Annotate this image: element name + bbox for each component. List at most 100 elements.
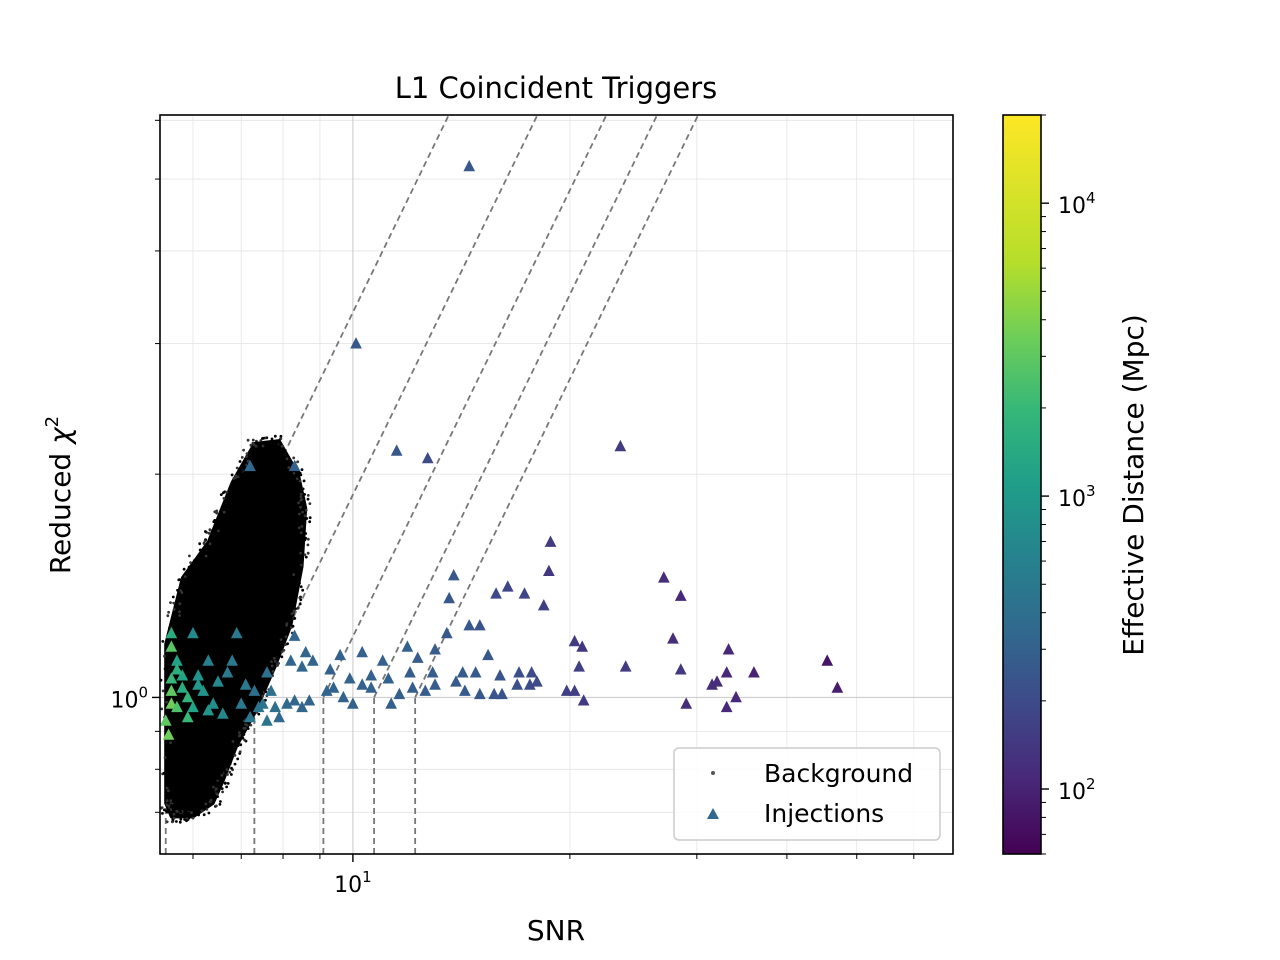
background-point bbox=[295, 474, 299, 478]
injection-marker bbox=[171, 700, 183, 713]
injection-marker bbox=[197, 684, 210, 696]
background-point bbox=[251, 441, 255, 445]
injection-marker bbox=[401, 640, 414, 652]
background-point bbox=[172, 812, 176, 816]
background-point bbox=[297, 526, 301, 530]
injection-marker bbox=[474, 619, 486, 631]
background-point bbox=[244, 723, 248, 726]
background-point bbox=[179, 817, 183, 821]
injection-marker bbox=[543, 564, 555, 576]
injection-marker bbox=[230, 626, 243, 639]
injection-marker bbox=[176, 669, 189, 681]
background-point bbox=[281, 444, 285, 448]
background-point bbox=[305, 517, 309, 520]
injection-marker bbox=[261, 714, 273, 726]
background-point bbox=[260, 691, 264, 695]
background-point bbox=[230, 766, 233, 770]
colorbar-tick-label: 102 bbox=[1058, 775, 1096, 805]
background-point bbox=[198, 542, 202, 546]
background-point bbox=[255, 441, 258, 444]
background-point bbox=[163, 654, 166, 658]
background-point bbox=[299, 498, 303, 502]
background-point bbox=[279, 434, 283, 438]
injection-marker bbox=[490, 587, 502, 599]
background-point bbox=[273, 434, 277, 438]
background-point bbox=[285, 623, 288, 627]
background-point bbox=[162, 808, 166, 812]
injection-marker bbox=[324, 663, 336, 675]
injection-marker bbox=[187, 700, 199, 713]
background-point bbox=[160, 806, 164, 809]
injection-marker bbox=[307, 654, 319, 666]
injection-marker bbox=[165, 640, 178, 652]
background-point bbox=[279, 638, 283, 642]
background-point bbox=[303, 493, 306, 496]
background-point bbox=[179, 810, 183, 814]
background-point bbox=[280, 650, 284, 654]
background-point bbox=[219, 800, 222, 803]
background-point bbox=[230, 773, 233, 776]
background-point bbox=[291, 624, 295, 628]
background-point bbox=[204, 530, 207, 533]
background-point bbox=[220, 782, 224, 785]
injection-marker bbox=[356, 645, 368, 658]
background-point bbox=[167, 808, 171, 812]
background-point bbox=[229, 760, 232, 764]
background-point bbox=[165, 700, 169, 704]
injection-marker bbox=[730, 690, 742, 703]
background-point bbox=[238, 460, 242, 463]
injection-marker bbox=[299, 645, 312, 658]
injection-marker bbox=[365, 681, 377, 693]
background-point bbox=[220, 776, 224, 779]
background-point bbox=[226, 773, 229, 776]
background-point bbox=[273, 653, 277, 657]
background-point bbox=[245, 452, 249, 455]
injection-marker bbox=[288, 459, 301, 472]
colorbar-tick-exponent: 2 bbox=[1086, 775, 1096, 793]
background-point bbox=[292, 471, 296, 475]
injection-marker bbox=[501, 580, 514, 592]
background-point bbox=[304, 508, 308, 512]
injection-marker bbox=[244, 459, 256, 472]
colorbar-tick-exponent: 3 bbox=[1086, 482, 1096, 500]
injection-marker bbox=[365, 669, 377, 681]
background-point bbox=[177, 592, 180, 596]
background-point bbox=[237, 471, 241, 475]
background-point bbox=[215, 792, 219, 796]
threshold-diagonal bbox=[322, 115, 608, 698]
threshold-diagonal bbox=[414, 115, 700, 698]
injection-marker bbox=[261, 666, 273, 678]
background-point bbox=[275, 651, 279, 655]
background-point bbox=[213, 510, 217, 514]
background-point bbox=[208, 796, 212, 799]
chart-title: L1 Coincident Triggers bbox=[395, 71, 718, 105]
background-point bbox=[178, 820, 182, 824]
background-point bbox=[281, 453, 285, 456]
background-point bbox=[308, 516, 312, 520]
background-point bbox=[188, 554, 191, 558]
background-point bbox=[169, 813, 173, 816]
y-tick-base: 10 bbox=[110, 688, 138, 713]
background-point bbox=[257, 712, 261, 716]
background-point bbox=[308, 502, 312, 505]
injection-marker bbox=[376, 654, 389, 666]
background-point bbox=[178, 602, 182, 606]
background-point bbox=[273, 657, 276, 660]
background-point bbox=[237, 731, 241, 734]
injection-marker bbox=[181, 710, 194, 723]
colorbar-label: Effective Distance (Mpc) bbox=[1117, 314, 1150, 656]
colorbar-tick-base: 10 bbox=[1058, 487, 1086, 512]
background-point bbox=[293, 595, 297, 599]
legend-injections-label: Injections bbox=[764, 799, 884, 828]
injection-marker bbox=[667, 632, 679, 644]
injection-marker bbox=[202, 654, 215, 666]
injection-marker bbox=[482, 648, 494, 661]
injection-marker bbox=[469, 666, 482, 678]
background-point bbox=[291, 593, 295, 597]
background-point bbox=[212, 520, 216, 524]
injection-marker bbox=[658, 571, 670, 583]
background-point bbox=[308, 520, 312, 524]
injection-marker bbox=[720, 666, 733, 678]
colorbar-tick-label: 104 bbox=[1058, 189, 1096, 219]
